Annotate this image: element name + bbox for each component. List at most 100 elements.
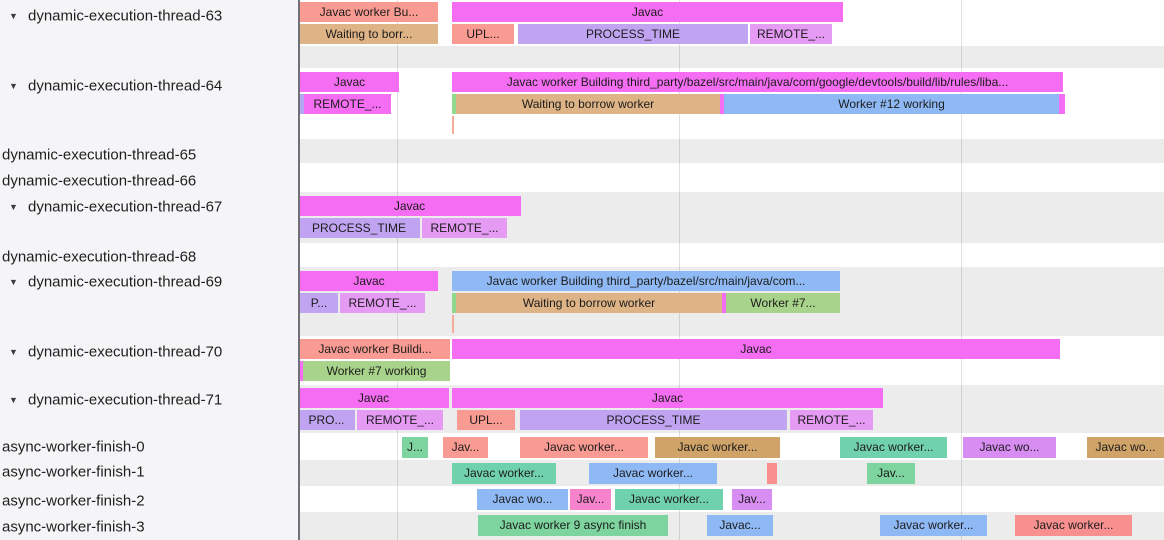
track-row-async-worker-finish-0[interactable]: async-worker-finish-0: [0, 436, 298, 458]
timeline-slice-sliver[interactable]: [767, 463, 777, 484]
disclosure-triangle-icon[interactable]: ▼: [9, 11, 18, 21]
timeline-slice-sliver[interactable]: [452, 293, 458, 313]
timeline-slice-sliver[interactable]: [720, 94, 726, 114]
slice-label: Javac worker...: [543, 440, 625, 454]
timeline-slice[interactable]: Javac worker...: [589, 463, 717, 484]
time-grid-line: [397, 0, 398, 540]
timeline-slice[interactable]: REMOTE_...: [750, 24, 832, 44]
disclosure-triangle-icon[interactable]: ▼: [9, 347, 18, 357]
track-row-dynamic-execution-thread-68[interactable]: dynamic-execution-thread-68: [0, 246, 298, 268]
track-row-async-worker-finish-2[interactable]: async-worker-finish-2: [0, 490, 298, 512]
timeline-slice-sliver[interactable]: [452, 94, 458, 114]
timeline-slice[interactable]: UPL...: [452, 24, 514, 44]
timeline-slice[interactable]: Javac: [300, 388, 449, 408]
timeline-slice[interactable]: Waiting to borr...: [300, 24, 438, 44]
timeline-slice[interactable]: Jav...: [732, 489, 772, 510]
timeline-slice[interactable]: P...: [300, 293, 338, 313]
track-row-async-worker-finish-3[interactable]: async-worker-finish-3: [0, 516, 298, 538]
timeline-slice[interactable]: PROCESS_TIME: [300, 218, 420, 238]
instant-event-tick[interactable]: [452, 315, 454, 333]
timeline-slice[interactable]: Waiting to borrow worker: [456, 293, 722, 313]
track-label: async-worker-finish-2: [2, 492, 145, 510]
timeline-slice[interactable]: Javac: [300, 271, 438, 291]
track-row-dynamic-execution-thread-65[interactable]: dynamic-execution-thread-65: [0, 144, 298, 166]
timeline-slice[interactable]: Javac worker 9 async finish: [478, 515, 668, 536]
timeline-slice[interactable]: Javac: [452, 339, 1060, 359]
slice-label: Worker #7...: [750, 296, 816, 310]
timeline-slice[interactable]: Javac worker Buildi...: [300, 339, 450, 359]
slice-label: Javac: [393, 199, 426, 213]
track-label: async-worker-finish-3: [2, 518, 145, 536]
timeline-slice[interactable]: Javac wo...: [1087, 437, 1164, 458]
timeline-slice[interactable]: REMOTE_...: [304, 94, 391, 114]
timeline-slice[interactable]: Javac: [300, 196, 521, 216]
timeline-slice[interactable]: Worker #12 working: [724, 94, 1059, 114]
track-row-dynamic-execution-thread-71[interactable]: ▼ dynamic-execution-thread-71: [0, 389, 298, 411]
timeline-slice[interactable]: Jav...: [570, 489, 611, 510]
track-row-dynamic-execution-thread-69[interactable]: ▼ dynamic-execution-thread-69: [0, 271, 298, 293]
timeline-slice[interactable]: PROCESS_TIME: [520, 410, 787, 430]
row-background-band: [300, 243, 1164, 267]
timeline-slice[interactable]: Javac: [452, 388, 883, 408]
timeline-slice[interactable]: Javac worker...: [452, 463, 556, 484]
slice-label: Javac: [353, 274, 385, 288]
timeline-slice[interactable]: REMOTE_...: [422, 218, 507, 238]
slice-label: REMOTE_...: [313, 97, 382, 111]
slice-label: Waiting to borrow worker: [521, 97, 655, 111]
timeline-slice[interactable]: REMOTE_...: [790, 410, 873, 430]
track-row-dynamic-execution-thread-63[interactable]: ▼ dynamic-execution-thread-63: [0, 5, 298, 27]
timeline-slice[interactable]: Javac wo...: [963, 437, 1056, 458]
timeline-slice[interactable]: Javac worker Building third_party/bazel/…: [452, 271, 840, 291]
timeline-canvas[interactable]: Javac worker Bu... Javac Waiting to borr..…: [300, 0, 1164, 540]
timeline-slice-sliver[interactable]: [300, 94, 306, 114]
slice-label: REMOTE_...: [756, 27, 825, 41]
slice-label: PROCESS_TIME: [606, 413, 701, 427]
timeline-slice[interactable]: Javac: [452, 2, 843, 22]
timeline-slice[interactable]: Worker #7 working: [303, 361, 450, 381]
timeline-slice[interactable]: Javac worker Bu...: [300, 2, 438, 22]
instant-event-tick[interactable]: [452, 116, 454, 134]
track-row-async-worker-finish-1[interactable]: async-worker-finish-1: [0, 461, 298, 483]
slice-label: Jav...: [877, 466, 905, 480]
timeline-slice[interactable]: Javac worker...: [520, 437, 648, 458]
track-label: dynamic-execution-thread-67: [28, 198, 223, 216]
timeline-slice[interactable]: Jav...: [867, 463, 915, 484]
timeline-slice[interactable]: Javac worker Building third_party/bazel/…: [452, 72, 1063, 92]
slice-label: Javac: [651, 391, 684, 405]
timeline-slice[interactable]: PROCESS_TIME: [518, 24, 748, 44]
timeline-slice[interactable]: Javac worker...: [840, 437, 947, 458]
timeline-slice-sliver[interactable]: [1059, 94, 1065, 114]
timeline-slice[interactable]: Javac...: [707, 515, 773, 536]
timeline-slice[interactable]: Javac worker...: [880, 515, 987, 536]
slice-label: PRO...: [308, 413, 345, 427]
timeline-slice[interactable]: Waiting to borrow worker: [456, 94, 720, 114]
timeline-slice-sliver[interactable]: [300, 361, 304, 381]
timeline-slice[interactable]: J...: [402, 437, 428, 458]
timeline-slice-sliver[interactable]: [722, 293, 728, 313]
track-row-dynamic-execution-thread-64[interactable]: ▼ dynamic-execution-thread-64: [0, 75, 298, 97]
slice-label: Javac wo...: [492, 492, 553, 506]
slice-label: Javac worker...: [893, 518, 974, 532]
timeline-slice[interactable]: Javac wo...: [477, 489, 568, 510]
timeline-slice[interactable]: UPL...: [457, 410, 515, 430]
timeline-slice[interactable]: Worker #7...: [726, 293, 840, 313]
timeline-slice[interactable]: REMOTE_...: [340, 293, 425, 313]
disclosure-triangle-icon[interactable]: ▼: [9, 81, 18, 91]
timeline-slice[interactable]: REMOTE_...: [357, 410, 443, 430]
disclosure-triangle-icon[interactable]: ▼: [9, 277, 18, 287]
timeline-slice[interactable]: Javac worker...: [1015, 515, 1132, 536]
track-row-dynamic-execution-thread-70[interactable]: ▼ dynamic-execution-thread-70: [0, 341, 298, 363]
timeline-slice[interactable]: Javac: [300, 72, 399, 92]
timeline-slice[interactable]: Javac worker...: [655, 437, 780, 458]
slice-label: Waiting to borr...: [325, 27, 413, 41]
track-row-dynamic-execution-thread-66[interactable]: dynamic-execution-thread-66: [0, 170, 298, 192]
timeline-slice[interactable]: Jav...: [443, 437, 488, 458]
disclosure-triangle-icon[interactable]: ▼: [9, 395, 18, 405]
timeline-slice[interactable]: Javac worker...: [615, 489, 723, 510]
disclosure-triangle-icon[interactable]: ▼: [9, 202, 18, 212]
track-sidebar: ▼ dynamic-execution-thread-63 ▼ dynamic-exe…: [0, 0, 300, 540]
slice-label: Worker #12 working: [838, 97, 945, 111]
track-row-dynamic-execution-thread-67[interactable]: ▼ dynamic-execution-thread-67: [0, 196, 298, 218]
timeline-slice[interactable]: PRO...: [300, 410, 355, 430]
